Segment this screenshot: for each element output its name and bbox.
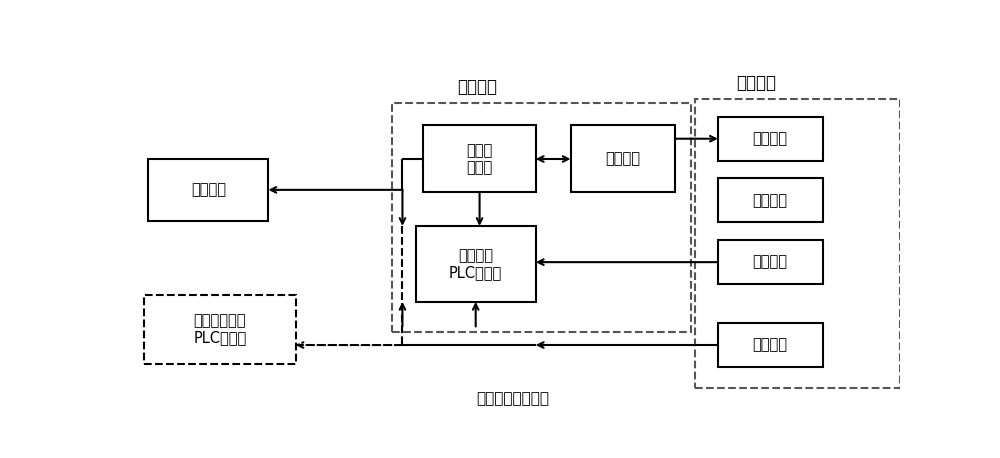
- Bar: [416, 226, 536, 302]
- Bar: [718, 178, 822, 223]
- Text: 控制模块: 控制模块: [458, 77, 498, 96]
- Bar: [571, 125, 675, 192]
- Bar: [718, 323, 822, 367]
- Bar: [423, 125, 536, 192]
- Bar: [148, 159, 268, 221]
- Text: 移动小车模块框图: 移动小车模块框图: [476, 391, 549, 406]
- Text: 多关节机械臂
PLC控制器: 多关节机械臂 PLC控制器: [193, 313, 247, 345]
- Bar: [392, 103, 691, 332]
- Text: 传感部件: 传感部件: [753, 255, 788, 270]
- Bar: [144, 295, 296, 364]
- Bar: [718, 240, 822, 284]
- Text: 小车本体: 小车本体: [753, 193, 788, 208]
- Text: 机械本体: 机械本体: [737, 74, 777, 92]
- Text: 通信模块: 通信模块: [191, 182, 226, 197]
- Bar: [695, 99, 900, 388]
- Text: 转向机构: 转向机构: [753, 131, 788, 146]
- Text: 驱动模块: 驱动模块: [605, 152, 640, 167]
- Bar: [718, 117, 822, 161]
- Text: 导航模块: 导航模块: [753, 338, 788, 353]
- Text: 运动控
制模块: 运动控 制模块: [466, 143, 493, 175]
- Text: 移动小车
PLC控制器: 移动小车 PLC控制器: [449, 248, 502, 280]
